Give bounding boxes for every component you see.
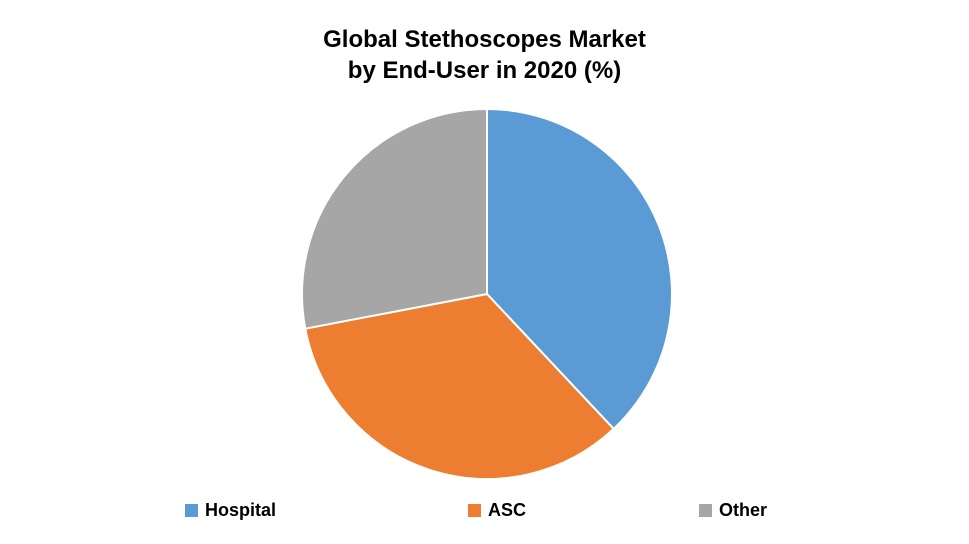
legend-swatch-asc (468, 503, 481, 517)
legend-label-asc: ASC (488, 500, 527, 520)
legend-label-other: Other (719, 500, 768, 520)
pie-slice-hospital (486, 108, 673, 430)
legend-swatch-hospital (185, 503, 198, 517)
legend-item-hospital: Hospital (185, 499, 276, 521)
legend-swatch-other (699, 503, 712, 517)
pie-slice-asc (304, 293, 615, 480)
chart-title-line1: Global Stethoscopes Market (323, 26, 646, 53)
chart-legend: Hospital ASC Other (0, 499, 969, 523)
legend-item-asc: ASC (468, 499, 526, 521)
legend-item-other: Other (699, 499, 767, 521)
legend-label-hospital: Hospital (205, 500, 277, 520)
pie-slice-other (301, 108, 488, 330)
chart-title: Global Stethoscopes Market by End-User i… (0, 24, 969, 86)
chart-title-line2: by End-User in 2020 (%) (347, 57, 622, 84)
